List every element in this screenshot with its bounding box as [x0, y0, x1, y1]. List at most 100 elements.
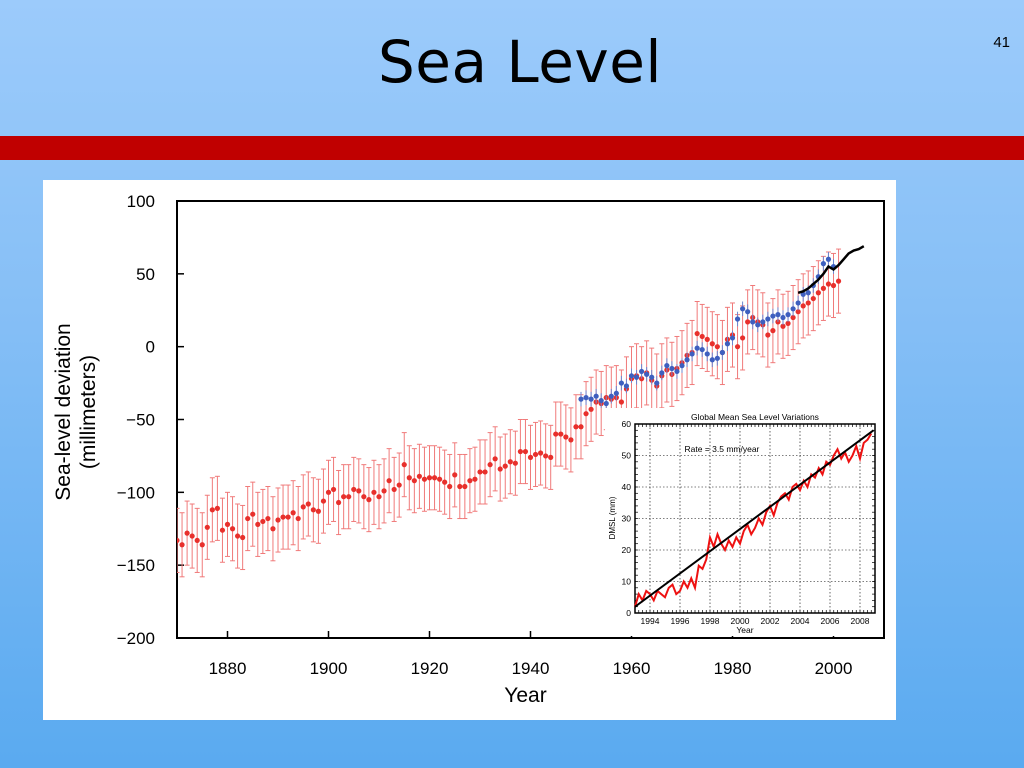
- inset-y-tick-label: 60: [622, 419, 632, 429]
- inset-y-tick-label: 50: [622, 451, 632, 461]
- inset-y-tick-label: 20: [622, 545, 632, 555]
- inset-y-tick-label: 10: [622, 577, 632, 587]
- tide-gauge-point: [452, 472, 458, 478]
- reconstruction-point: [729, 335, 736, 341]
- tide-gauge-point: [472, 476, 478, 482]
- reconstruction-point: [795, 300, 801, 306]
- tide-gauge-point: [522, 448, 529, 455]
- tide-gauge-point: [714, 344, 720, 350]
- tide-gauge-point: [250, 511, 256, 517]
- tide-gauge-point: [189, 533, 195, 539]
- satellite-line: [797, 245, 865, 294]
- figure-panel: 100 50 0 −50 −100 −150 −200 1880 1900 1920 1940 196…: [43, 180, 896, 720]
- slide-title: Sea Level: [377, 28, 663, 96]
- tide-gauge-point: [376, 494, 382, 500]
- tide-gauge-point: [800, 303, 806, 309]
- tide-gauge-point: [310, 507, 316, 513]
- tide-gauge-point: [835, 278, 842, 284]
- tide-gauge-point: [578, 424, 584, 430]
- tide-gauge-point: [457, 483, 463, 490]
- tide-gauge-point: [336, 499, 342, 506]
- reconstruction-point: [598, 397, 604, 404]
- tide-gauge-point: [290, 510, 296, 516]
- tide-gauge-point: [179, 542, 185, 548]
- inset-x-axis-label: Year: [736, 625, 753, 635]
- tide-gauge-point: [437, 476, 443, 482]
- tide-gauge-point: [204, 524, 210, 530]
- tide-gauge-point: [416, 473, 422, 479]
- x-tick-label: 1960: [613, 659, 651, 678]
- reconstruction-point: [734, 316, 741, 322]
- y-axis-label-line2: (millimeters): [77, 355, 100, 469]
- tide-gauge-point: [477, 469, 483, 475]
- tide-gauge-point: [177, 537, 180, 544]
- tide-gauge-point: [320, 498, 327, 504]
- tide-gauge-point: [325, 489, 332, 495]
- tide-gauge-point: [618, 399, 625, 405]
- x-tick-label: 1940: [512, 659, 550, 678]
- inset-x-tick-label: 1998: [701, 616, 720, 626]
- tide-gauge-point: [442, 479, 448, 485]
- tide-gauge-point: [346, 494, 352, 500]
- tide-gauge-point: [810, 295, 816, 302]
- tide-gauge-point: [240, 534, 246, 541]
- reconstruction-point: [805, 290, 811, 296]
- reconstruction-point: [644, 371, 650, 377]
- tide-gauge-point: [351, 486, 357, 493]
- reconstruction-point: [709, 357, 715, 363]
- tide-gauge-point: [588, 406, 594, 412]
- tide-gauge-point: [487, 462, 493, 468]
- tide-gauge-point: [583, 411, 589, 417]
- inset-y-tick-label: 0: [626, 608, 631, 618]
- x-tick-label: 2000: [815, 659, 853, 678]
- tide-gauge-point: [558, 431, 564, 437]
- tide-gauge-point: [699, 333, 705, 340]
- tide-gauge-point: [467, 478, 473, 484]
- tide-gauge-point: [209, 507, 215, 513]
- tide-gauge-point: [199, 542, 205, 548]
- reconstruction-point: [669, 365, 675, 372]
- title-divider-band: [0, 136, 1024, 160]
- tide-gauge-point: [431, 475, 438, 481]
- tide-gauge-point: [527, 454, 534, 460]
- inset-x-tick-label: 2000: [731, 616, 750, 626]
- tide-gauge-point: [391, 486, 397, 493]
- reconstruction-point: [785, 312, 791, 318]
- tide-gauge-point: [270, 526, 276, 532]
- tide-gauge-point: [447, 483, 453, 490]
- reconstruction-point: [578, 396, 584, 402]
- x-tick-label: 1900: [310, 659, 348, 678]
- reconstruction-point: [608, 393, 614, 399]
- tide-gauge-point: [229, 526, 236, 532]
- tide-gauge-point: [305, 501, 311, 507]
- tide-gauge-point: [704, 336, 710, 342]
- tide-gauge-point: [386, 478, 392, 484]
- reconstruction-point: [583, 395, 589, 401]
- slide-number: 41: [993, 34, 1010, 51]
- x-axis-label: Year: [504, 684, 546, 707]
- reconstruction-point: [755, 322, 761, 328]
- tide-gauge-point: [740, 335, 746, 341]
- tide-gauge-point: [830, 282, 837, 289]
- tide-gauge-point: [770, 328, 776, 334]
- tide-gauge-point: [548, 454, 554, 460]
- tide-gauge-point: [265, 515, 271, 522]
- reconstruction-point: [714, 355, 720, 361]
- tide-gauge-point: [421, 476, 428, 482]
- inset-x-tick-label: 2004: [791, 616, 810, 626]
- reconstruction-point: [623, 383, 630, 389]
- reconstruction-point: [724, 341, 731, 347]
- y-tick-label: 0: [146, 338, 155, 357]
- tide-gauge-point: [507, 459, 513, 465]
- tide-gauge-point: [568, 437, 574, 443]
- reconstruction-point: [674, 368, 680, 375]
- tide-gauge-point: [517, 448, 523, 455]
- tide-gauge-point: [734, 344, 741, 350]
- inset-trend-line: [634, 429, 875, 608]
- reconstruction-point: [825, 256, 832, 262]
- tide-gauge-point: [315, 508, 321, 514]
- tide-gauge-point: [300, 504, 306, 510]
- tide-gauge-point: [563, 434, 569, 440]
- inset-rate-annotation: Rate = 3.5 mm/year: [685, 444, 760, 454]
